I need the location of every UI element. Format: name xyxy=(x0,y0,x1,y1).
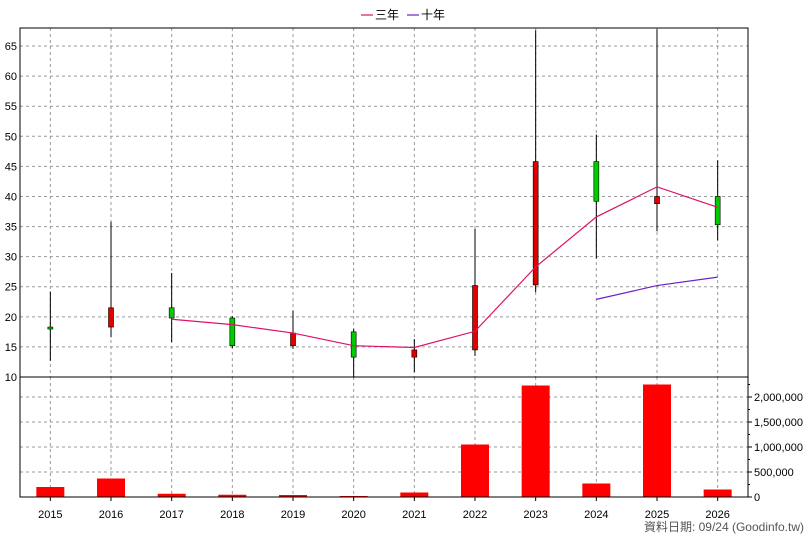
series-line-ten-year xyxy=(596,276,718,300)
x-tick-label: 2025 xyxy=(645,509,669,521)
x-tick-label: 2016 xyxy=(99,509,123,521)
candle-body-2019 xyxy=(290,332,296,347)
candle-body-2025 xyxy=(654,196,660,205)
volume-bar-2025 xyxy=(643,384,671,497)
price-tick-label: 10 xyxy=(5,372,17,384)
volume-bar-2024 xyxy=(582,483,611,497)
x-tick-label: 2019 xyxy=(281,509,305,521)
price-tick-label: 65 xyxy=(5,41,17,53)
x-tick-label: 2023 xyxy=(523,509,547,521)
legend-label-ten-year: 十年 xyxy=(421,8,445,22)
volume-bar-2018 xyxy=(218,494,247,497)
candle-body-2022 xyxy=(472,285,478,351)
price-tick-label: 35 xyxy=(5,222,17,234)
candle-body-2023 xyxy=(532,161,539,286)
x-tick-label: 2015 xyxy=(38,509,62,521)
volume-bar-2015 xyxy=(36,487,65,497)
x-axis: 2015 2016 2017 2018 2019 2020 2021 2022 2023 2024… xyxy=(38,497,730,521)
candle-body-2018 xyxy=(229,317,236,347)
volume-bar-2022 xyxy=(461,444,489,497)
legend: 三年 十年 xyxy=(361,8,445,22)
x-tick-label: 2020 xyxy=(341,509,365,521)
x-tick-label: 2018 xyxy=(220,509,244,521)
price-tick-label: 25 xyxy=(5,282,17,294)
candle-body-2020 xyxy=(350,331,357,358)
volume-bar-2021 xyxy=(400,492,429,497)
legend-label-three-year: 三年 xyxy=(375,8,399,22)
price-tick-label: 40 xyxy=(5,191,17,203)
volume-tick-label: 1,000,000 xyxy=(754,442,803,454)
volume-tick-label: 1,500,000 xyxy=(754,417,803,429)
candle-body-2024 xyxy=(593,161,600,202)
x-tick-label: 2017 xyxy=(159,509,183,521)
price-tick-label: 30 xyxy=(5,252,17,264)
price-tick-label: 50 xyxy=(5,131,17,143)
candle-body-2026 xyxy=(714,196,721,226)
volume-bar-2019 xyxy=(279,495,307,497)
volume-plot-frame xyxy=(19,376,749,498)
x-tick-label: 2021 xyxy=(402,509,426,521)
volume-bar-2026 xyxy=(703,489,732,497)
price-tick-label: 20 xyxy=(5,312,17,324)
x-tick-label: 2024 xyxy=(584,509,608,521)
price-tick-label: 55 xyxy=(5,101,17,113)
volume-tick-label: 0 xyxy=(754,492,760,504)
price-panel: 10 15 20 25 30 35 40 45 50 55 60 65 xyxy=(5,27,749,384)
price-tick-label: 45 xyxy=(5,161,17,173)
series-line-three-year xyxy=(171,186,718,349)
volume-bar-2017 xyxy=(157,493,186,497)
candle-body-2017 xyxy=(168,307,175,319)
candle-body-2021 xyxy=(411,349,418,358)
data-date-label: 資料日期: 09/24 (Goodinfo.tw) xyxy=(644,520,804,534)
volume-bar-2023 xyxy=(521,385,550,497)
price-plot-frame xyxy=(19,27,749,378)
price-tick-label: 15 xyxy=(5,342,17,354)
candle-body-2015 xyxy=(47,326,54,330)
volume-panel: 0 500,000 1,000,000 1,500,000 2,000,000 xyxy=(19,376,803,504)
volume-tick-label: 2,000,000 xyxy=(754,392,803,404)
candle-body-2016 xyxy=(108,307,114,328)
x-tick-label: 2026 xyxy=(705,509,729,521)
x-tick-label: 2022 xyxy=(463,509,487,521)
volume-bar-2016 xyxy=(97,478,125,497)
volume-tick-label: 500,000 xyxy=(754,467,794,479)
price-tick-label: 60 xyxy=(5,71,17,83)
